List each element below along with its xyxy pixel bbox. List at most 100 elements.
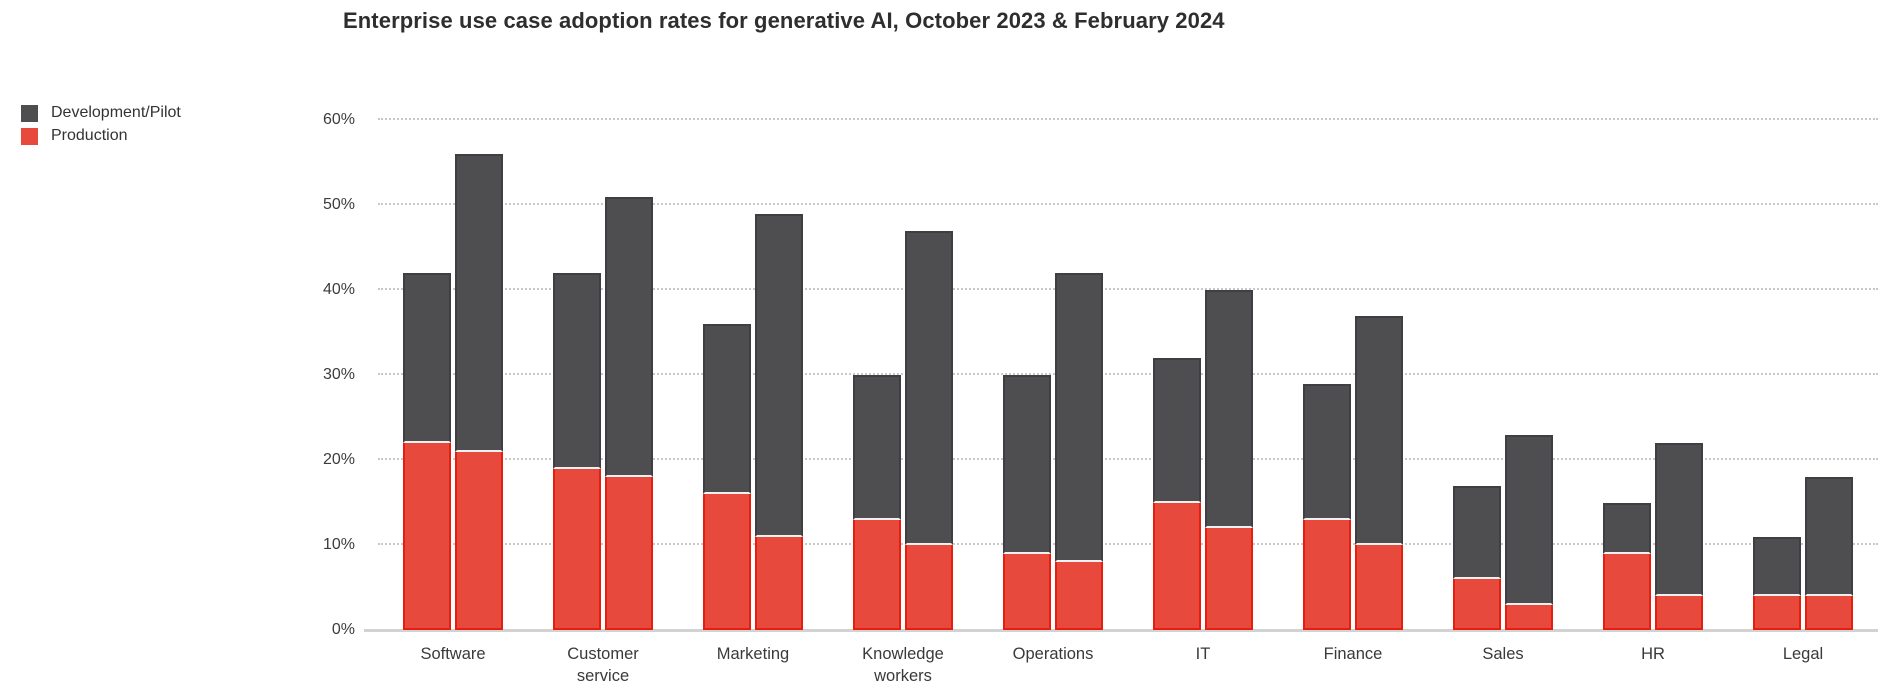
development-pilot-segment <box>1453 485 1501 579</box>
bar-group-legal <box>1728 477 1878 630</box>
legend-item-development-pilot: Development/Pilot <box>21 104 181 122</box>
gridline-60 <box>378 118 1878 120</box>
development-pilot-segment <box>703 324 751 494</box>
production-segment <box>1355 545 1403 630</box>
bar-group-knowledge-workers <box>828 230 978 630</box>
y-tick-40: 40% <box>322 281 355 298</box>
x-label-operations: Operations <box>1012 645 1094 663</box>
bar-customer-service-february-2024 <box>605 196 653 630</box>
x-slot-finance: Finance <box>1278 643 1428 688</box>
gridline-10 <box>378 543 1878 545</box>
x-slot-software: Software <box>378 643 528 688</box>
legend: Development/Pilot Production <box>21 104 181 145</box>
x-label-knowledge-workers: Knowledge workers <box>862 645 944 686</box>
production-segment <box>1505 604 1553 630</box>
bar-hr-february-2024 <box>1655 443 1703 630</box>
gridline-30 <box>378 373 1878 375</box>
x-label-marketing: Marketing <box>716 645 790 663</box>
development-pilot-segment <box>1153 358 1201 503</box>
bar-group-finance <box>1278 315 1428 630</box>
development-pilot-segment <box>403 273 451 443</box>
y-tick-50: 50% <box>322 196 355 213</box>
development-pilot-segment <box>605 196 653 477</box>
legend-label-development-pilot: Development/Pilot <box>51 104 181 121</box>
production-segment <box>403 443 451 630</box>
chart-title: Enterprise use case adoption rates for g… <box>343 8 1225 33</box>
x-slot-sales: Sales <box>1428 643 1578 688</box>
production-segment <box>755 536 803 630</box>
x-label-sales: Sales <box>1482 645 1524 663</box>
production-segment <box>455 451 503 630</box>
legend-item-production: Production <box>21 127 181 145</box>
x-label-it: IT <box>1195 645 1211 663</box>
bar-sales-october-2023 <box>1453 485 1501 630</box>
x-slot-customer-service: Customer service <box>528 643 678 688</box>
y-tick-60: 60% <box>322 111 355 128</box>
development-pilot-segment <box>1055 273 1103 562</box>
development-pilot-segment <box>1003 375 1051 554</box>
development-pilot-segment <box>1205 290 1253 528</box>
bar-customer-service-october-2023 <box>553 273 601 630</box>
bar-legal-february-2024 <box>1805 477 1853 630</box>
production-segment <box>553 468 601 630</box>
plot-area <box>364 118 1878 632</box>
bar-hr-october-2023 <box>1603 502 1651 630</box>
bar-software-february-2024 <box>455 154 503 630</box>
x-slot-operations: Operations <box>978 643 1128 688</box>
bars-container <box>378 120 1878 630</box>
bar-it-february-2024 <box>1205 290 1253 630</box>
y-tick-30: 30% <box>322 366 355 383</box>
development-pilot-segment <box>1753 536 1801 596</box>
production-segment <box>1205 528 1253 630</box>
bar-marketing-february-2024 <box>755 213 803 630</box>
development-pilot-segment <box>1355 315 1403 545</box>
development-pilot-segment <box>1303 383 1351 520</box>
production-segment <box>1753 596 1801 630</box>
bar-group-marketing <box>678 213 828 630</box>
bar-legal-october-2023 <box>1753 536 1801 630</box>
bar-group-hr <box>1578 443 1728 630</box>
development-pilot-segment <box>853 375 901 520</box>
bar-knowledge-workers-october-2023 <box>853 375 901 630</box>
development-pilot-segment <box>1805 477 1853 596</box>
x-slot-it: IT <box>1128 643 1278 688</box>
production-segment <box>1153 502 1201 630</box>
production-segment <box>853 519 901 630</box>
legend-label-production: Production <box>51 127 128 144</box>
gridline-50 <box>378 203 1878 205</box>
production-segment <box>1655 596 1703 630</box>
x-label-customer-service: Customer service <box>567 645 639 686</box>
production-segment <box>1055 562 1103 630</box>
development-pilot-segment <box>1505 434 1553 605</box>
development-pilot-segment <box>553 273 601 469</box>
x-label-legal: Legal <box>1782 645 1824 663</box>
bar-it-october-2023 <box>1153 358 1201 630</box>
development-pilot-segment <box>905 230 953 545</box>
x-slot-knowledge-workers: Knowledge workers <box>828 643 978 688</box>
x-label-hr: HR <box>1641 645 1665 663</box>
production-segment <box>905 545 953 630</box>
bar-group-sales <box>1428 434 1578 630</box>
bar-finance-february-2024 <box>1355 315 1403 630</box>
development-pilot-segment <box>755 213 803 537</box>
x-slot-hr: HR <box>1578 643 1728 688</box>
bar-group-it <box>1128 290 1278 630</box>
development-pilot-segment <box>1603 502 1651 554</box>
bar-knowledge-workers-february-2024 <box>905 230 953 630</box>
bar-finance-october-2023 <box>1303 383 1351 630</box>
production-segment <box>703 494 751 630</box>
x-axis: Software Customer service Marketing Knowled… <box>378 643 1878 688</box>
production-segment <box>1805 596 1853 630</box>
x-label-software: Software <box>420 645 486 663</box>
production-segment <box>605 477 653 630</box>
y-tick-20: 20% <box>322 451 355 468</box>
gridline-20 <box>378 458 1878 460</box>
x-slot-marketing: Marketing <box>678 643 828 688</box>
x-axis-line <box>364 629 1878 632</box>
bar-marketing-october-2023 <box>703 324 751 630</box>
bar-software-october-2023 <box>403 273 451 630</box>
bar-group-customer-service <box>528 196 678 630</box>
bar-sales-february-2024 <box>1505 434 1553 630</box>
x-slot-legal: Legal <box>1728 643 1878 688</box>
production-segment <box>1303 519 1351 630</box>
